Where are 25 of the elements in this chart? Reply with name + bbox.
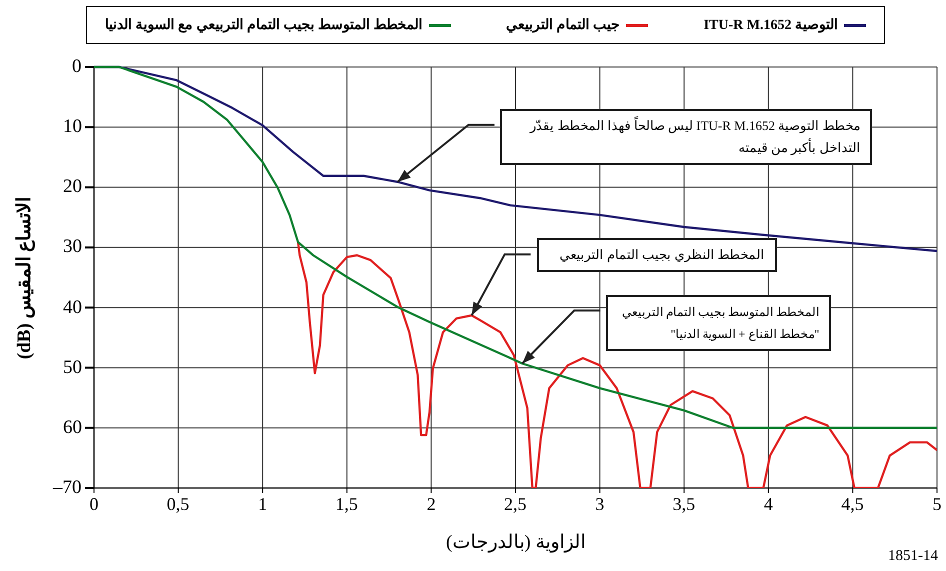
x-tick-label: 0 (90, 494, 98, 515)
x-tick-label: 2,5 (504, 494, 526, 515)
legend-label: جيب التمام التربيعي (506, 17, 620, 34)
y-tick-label: –70 (53, 477, 82, 499)
x-tick-label: 1 (258, 494, 268, 515)
legend-label: التوصية ITU-R M.1652 (704, 17, 838, 34)
x-tick-label: 3,5 (672, 494, 696, 515)
x-tick-label: 1,5 (335, 494, 358, 515)
y-tick-label: 50 (63, 356, 82, 379)
y-tick-label: 20 (63, 176, 82, 198)
x-tick-label: 4 (764, 494, 773, 515)
x-axis-title: الزاوية (بالدرجات) (446, 531, 586, 554)
y-tick-label: 60 (63, 416, 82, 439)
y-tick-label: 0 (72, 56, 82, 78)
x-tick-label: 5 (932, 494, 942, 515)
y-tick-label: 10 (63, 116, 82, 138)
y-tick-label: 30 (63, 236, 82, 258)
y-axis-title: الاتساع المقيس (dB) (13, 196, 36, 359)
text: 1851-14 (888, 548, 938, 565)
x-tick-label: 0,5 (166, 494, 190, 515)
x-tick-label: 3 (595, 494, 604, 515)
x-tick-label: 4,5 (841, 494, 864, 515)
x-tick-label: 2 (426, 494, 436, 515)
legend-label: المخطط المتوسط بجيب التمام التربيعي مع السوية الدنيا (105, 17, 422, 34)
y-tick-label: 40 (63, 296, 82, 319)
